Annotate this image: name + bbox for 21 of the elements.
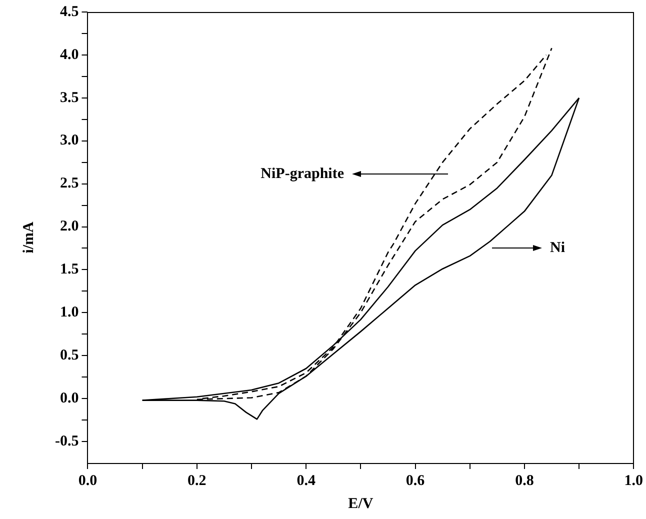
- y-tick-label: 3.5: [60, 90, 79, 106]
- y-tick-label: 1.0: [60, 304, 79, 321]
- y-tick-label: 0.5: [60, 347, 79, 364]
- x-tick-label: 0.0: [78, 472, 98, 489]
- x-axis-title: E/V: [348, 496, 374, 512]
- y-tick-label: 4.0: [60, 46, 79, 63]
- x-tick-label: 0.2: [188, 472, 206, 489]
- y-tick-label: -0.5: [54, 433, 79, 450]
- x-tick-label: 0.6: [406, 472, 426, 489]
- y-tick-label: 2.0: [60, 218, 79, 235]
- annotation: Ni: [550, 240, 565, 256]
- y-tick-label: 4.5: [60, 4, 79, 20]
- y-tick-label: 3.0: [60, 132, 79, 149]
- x-tick-label: 1.0: [624, 472, 643, 489]
- y-tick-label: 0.0: [60, 390, 79, 406]
- annotation: NiP-graphite: [260, 166, 344, 182]
- y-tick-label: 1.5: [60, 262, 79, 278]
- y-tick-label: 2.5: [60, 176, 79, 192]
- x-tick-label: 0.8: [515, 472, 534, 489]
- x-tick-label: 0.4: [296, 472, 316, 489]
- y-axis-title: i/mA: [20, 222, 37, 254]
